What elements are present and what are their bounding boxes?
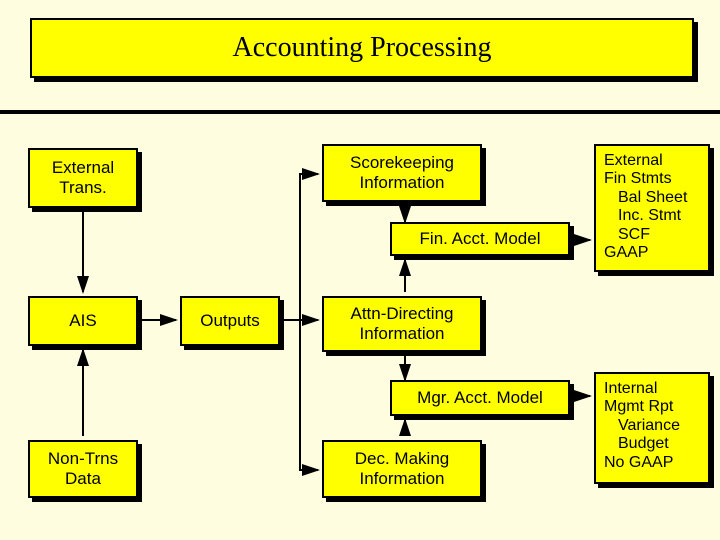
node-label: ScorekeepingInformation: [350, 153, 454, 192]
node-lines: ExternalFin StmtsBal SheetInc. StmtSCFGA…: [604, 152, 687, 262]
node-fin-acct-model: Fin. Acct. Model: [390, 222, 570, 256]
title-box: Accounting Processing: [30, 18, 694, 78]
node-non-trns: Non-TrnsData: [28, 440, 138, 498]
node-label: Non-TrnsData: [48, 449, 118, 488]
divider-line: [0, 110, 720, 114]
node-internal-mgmt-rpt: InternalMgmt RptVarianceBudgetNo GAAP: [594, 372, 710, 484]
node-attn-directing: Attn-DirectingInformation: [322, 296, 482, 352]
node-label: Mgr. Acct. Model: [417, 388, 543, 408]
node-external-fin-stmts: ExternalFin StmtsBal SheetInc. StmtSCFGA…: [594, 144, 710, 272]
node-external-trans: ExternalTrans.: [28, 148, 138, 208]
node-label: Dec. MakingInformation: [355, 449, 449, 488]
node-outputs: Outputs: [180, 296, 280, 346]
title-text: Accounting Processing: [233, 32, 492, 64]
node-scorekeeping: ScorekeepingInformation: [322, 144, 482, 202]
node-label: Attn-DirectingInformation: [351, 304, 454, 343]
node-label: AIS: [69, 311, 96, 331]
node-label: Outputs: [200, 311, 260, 331]
node-label: Fin. Acct. Model: [420, 229, 541, 249]
node-lines: InternalMgmt RptVarianceBudgetNo GAAP: [604, 380, 680, 472]
node-label: ExternalTrans.: [52, 158, 114, 197]
node-mgr-acct-model: Mgr. Acct. Model: [390, 380, 570, 416]
node-dec-making: Dec. MakingInformation: [322, 440, 482, 498]
node-ais: AIS: [28, 296, 138, 346]
